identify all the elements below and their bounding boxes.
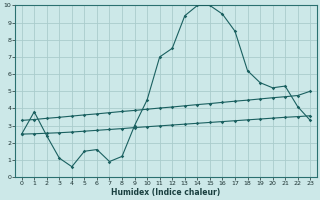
X-axis label: Humidex (Indice chaleur): Humidex (Indice chaleur) xyxy=(111,188,220,197)
